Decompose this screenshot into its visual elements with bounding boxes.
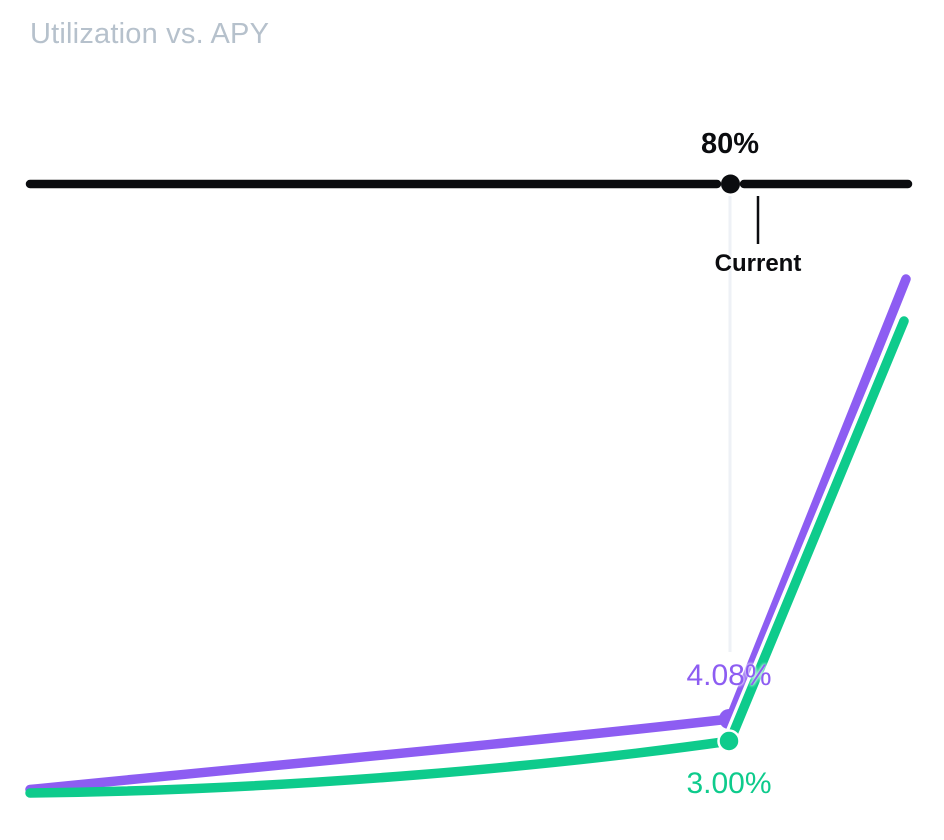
supply-apy-curve xyxy=(25,316,909,798)
current-marker-label: Current xyxy=(714,250,802,277)
borrow-apy-curve xyxy=(25,274,911,795)
chart-title: Utilization vs. APY xyxy=(30,18,270,50)
borrow-apy-value-label: 4.08% xyxy=(686,659,772,692)
supply-apy-value-label: 3.00% xyxy=(686,767,772,800)
utilization-value-label: 80% xyxy=(700,128,760,160)
utilization-slider-handle[interactable] xyxy=(721,174,740,194)
supply-apy-current-dot xyxy=(717,729,741,753)
